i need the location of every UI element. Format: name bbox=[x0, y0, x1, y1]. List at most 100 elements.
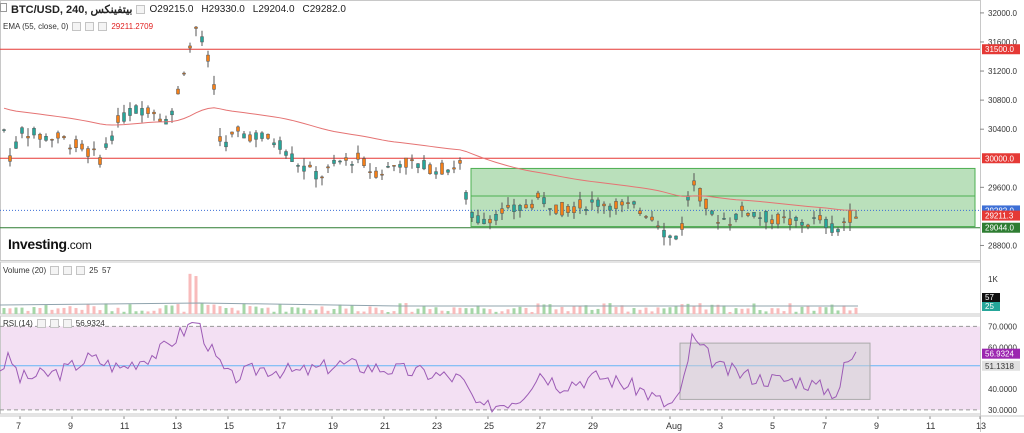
eye-icon[interactable] bbox=[36, 319, 46, 328]
candle-body bbox=[230, 131, 234, 135]
candle-body bbox=[158, 118, 162, 122]
candle-body bbox=[170, 110, 174, 116]
candle-body bbox=[548, 208, 552, 210]
volume-bar bbox=[566, 311, 570, 314]
rsi-value: 56.9324 bbox=[75, 319, 105, 328]
candle-body bbox=[650, 216, 654, 221]
rsi-legend: RSI (14) 56.9324 bbox=[3, 319, 105, 328]
volume-bar bbox=[338, 304, 342, 314]
close-icon[interactable] bbox=[62, 319, 72, 328]
candle-body bbox=[452, 167, 456, 170]
volume-bar bbox=[800, 306, 804, 314]
settings-icon[interactable] bbox=[49, 319, 59, 328]
candle-body bbox=[140, 108, 144, 116]
candle-body bbox=[398, 164, 402, 168]
candle-body bbox=[284, 151, 288, 156]
volume-bar bbox=[482, 308, 486, 314]
candle-body bbox=[704, 198, 708, 209]
settings-icon[interactable] bbox=[85, 22, 95, 31]
candle-body bbox=[782, 216, 786, 219]
candle-body bbox=[50, 139, 54, 141]
candle-body bbox=[32, 128, 36, 136]
candle-body bbox=[632, 201, 636, 205]
volume-bar bbox=[8, 308, 12, 314]
candle-body bbox=[26, 136, 30, 139]
candle-body bbox=[764, 211, 768, 223]
volume-bar bbox=[704, 309, 708, 314]
candle-body bbox=[416, 163, 420, 168]
volume-bar bbox=[644, 307, 648, 314]
volume-bar bbox=[266, 307, 270, 314]
collapse-toggle-icon[interactable] bbox=[0, 3, 7, 12]
volume-bar bbox=[572, 305, 576, 314]
volume-bar bbox=[188, 273, 192, 314]
candle-body bbox=[44, 136, 48, 141]
candle-body bbox=[806, 224, 810, 227]
volume-bar bbox=[746, 308, 750, 314]
price-tick-label: 31600.0 bbox=[988, 38, 1017, 47]
candle-body bbox=[716, 222, 720, 224]
volume-bar bbox=[530, 311, 534, 314]
volume-bar bbox=[776, 308, 780, 314]
price-tick-label: 28800.0 bbox=[988, 241, 1017, 250]
volume-bar bbox=[464, 308, 468, 314]
volume-bar bbox=[812, 310, 816, 314]
volume-bar bbox=[80, 309, 84, 314]
candle-body bbox=[662, 229, 666, 238]
volume-bar bbox=[284, 311, 288, 314]
volume-bar bbox=[422, 305, 426, 314]
x-tick-label: Aug bbox=[666, 421, 682, 431]
volume-bar bbox=[14, 307, 18, 314]
price-level-label: 31500.0 bbox=[985, 45, 1014, 54]
eye-icon[interactable] bbox=[72, 22, 82, 31]
volume-bar bbox=[434, 307, 438, 314]
candle-body bbox=[326, 166, 330, 169]
candle-body bbox=[338, 160, 342, 163]
volume-legend: Volume (20) 25 57 bbox=[3, 266, 111, 275]
candle-body bbox=[668, 235, 672, 238]
candle-body bbox=[260, 132, 264, 139]
volume-label-text: 25 bbox=[985, 302, 994, 311]
candle-body bbox=[836, 229, 840, 233]
candle-body bbox=[500, 208, 504, 214]
settings-icon[interactable] bbox=[136, 5, 146, 14]
volume-bar bbox=[416, 308, 420, 314]
volume-bar bbox=[272, 311, 276, 314]
candle-body bbox=[518, 205, 522, 211]
price-label-tag bbox=[982, 210, 1020, 221]
candle-body bbox=[14, 141, 18, 149]
volume-bar bbox=[458, 307, 462, 314]
rsi-label-text: 51.1318 bbox=[985, 362, 1014, 371]
settings-icon[interactable] bbox=[63, 266, 73, 275]
volume-bar bbox=[506, 309, 510, 314]
candle-body bbox=[422, 160, 426, 170]
close-icon[interactable] bbox=[98, 22, 108, 31]
volume-bar bbox=[806, 306, 810, 314]
price-tick-label: 30800.0 bbox=[988, 96, 1017, 105]
candle-body bbox=[470, 212, 474, 218]
volume-bar bbox=[614, 306, 618, 314]
close-icon[interactable] bbox=[76, 266, 86, 275]
eye-icon[interactable] bbox=[50, 266, 60, 275]
volume-bar bbox=[368, 306, 372, 314]
volume-bar bbox=[554, 309, 558, 314]
candle-body bbox=[554, 204, 558, 214]
volume-bar bbox=[392, 311, 396, 314]
candle-body bbox=[464, 192, 468, 200]
candle-body bbox=[614, 201, 618, 209]
candle-body bbox=[524, 204, 528, 209]
candle-body bbox=[794, 217, 798, 221]
x-tick-label: 3 bbox=[718, 421, 723, 431]
candle-body bbox=[392, 165, 396, 167]
x-tick-label: 7 bbox=[822, 421, 827, 431]
ema-legend: EMA (55, close, 0) 29211.2709 bbox=[3, 22, 153, 31]
volume-bar bbox=[452, 307, 456, 314]
candle-body bbox=[218, 136, 222, 142]
rsi-tick-label: 40.0000 bbox=[988, 385, 1017, 394]
x-tick-label: 27 bbox=[536, 421, 546, 431]
x-tick-label: 29 bbox=[588, 421, 598, 431]
candle-body bbox=[302, 165, 306, 172]
volume-bar bbox=[164, 305, 168, 314]
volume-bar bbox=[374, 307, 378, 314]
